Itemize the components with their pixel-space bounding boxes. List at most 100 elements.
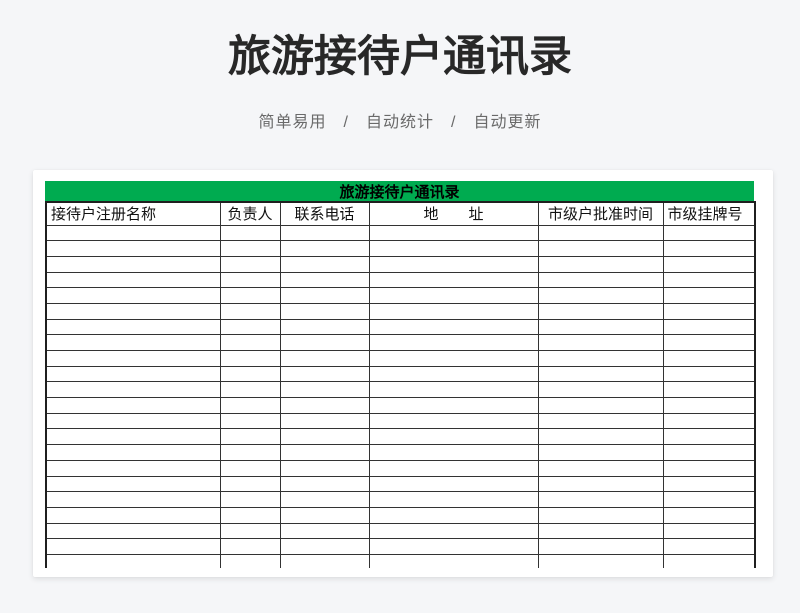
table-cell[interactable] (279, 350, 370, 367)
table-cell[interactable] (368, 381, 539, 399)
table-cell[interactable] (219, 302, 281, 320)
table-cell[interactable] (537, 522, 664, 540)
table-cell[interactable] (219, 444, 281, 461)
table-cell[interactable] (368, 240, 539, 257)
table-cell[interactable] (537, 271, 664, 289)
table-cell[interactable] (45, 506, 221, 524)
table-cell[interactable] (219, 350, 281, 367)
table-cell[interactable] (279, 553, 370, 568)
table-cell[interactable] (662, 381, 756, 399)
table-cell[interactable] (537, 224, 664, 242)
table-cell[interactable] (45, 491, 221, 508)
table-cell[interactable] (279, 491, 370, 508)
table-cell[interactable] (45, 397, 221, 414)
table-cell[interactable] (219, 522, 281, 540)
table-cell[interactable] (537, 302, 664, 320)
table-cell[interactable] (368, 397, 539, 414)
table-cell[interactable] (219, 475, 281, 493)
table-cell[interactable] (662, 302, 756, 320)
table-cell[interactable] (662, 287, 756, 304)
table-cell[interactable] (368, 444, 539, 461)
table-cell[interactable] (279, 255, 370, 273)
table-cell[interactable] (662, 506, 756, 524)
table-cell[interactable] (662, 522, 756, 540)
table-cell[interactable] (45, 318, 221, 336)
table-cell[interactable] (279, 224, 370, 242)
table-cell[interactable] (537, 428, 664, 446)
table-cell[interactable] (279, 444, 370, 461)
table-cell[interactable] (537, 350, 664, 367)
table-cell[interactable] (279, 506, 370, 524)
table-cell[interactable] (279, 397, 370, 414)
table-cell[interactable] (219, 506, 281, 524)
table-cell[interactable] (537, 255, 664, 273)
table-cell[interactable] (45, 255, 221, 273)
table-cell[interactable] (368, 318, 539, 336)
table-cell[interactable] (537, 491, 664, 508)
table-cell[interactable] (45, 224, 221, 242)
table-cell[interactable] (219, 412, 281, 430)
table-cell[interactable] (45, 365, 221, 383)
table-cell[interactable] (219, 255, 281, 273)
table-cell[interactable] (368, 459, 539, 477)
table-cell[interactable] (537, 334, 664, 351)
table-cell[interactable] (45, 444, 221, 461)
table-cell[interactable] (279, 334, 370, 351)
table-cell[interactable] (45, 428, 221, 446)
table-cell[interactable] (279, 522, 370, 540)
table-cell[interactable] (279, 428, 370, 446)
table-cell[interactable] (368, 224, 539, 242)
table-cell[interactable] (537, 459, 664, 477)
table-cell[interactable] (45, 287, 221, 304)
table-cell[interactable] (368, 412, 539, 430)
table-cell[interactable] (537, 553, 664, 568)
table-cell[interactable] (662, 491, 756, 508)
table-cell[interactable] (219, 224, 281, 242)
table-cell[interactable] (537, 444, 664, 461)
table-cell[interactable] (662, 475, 756, 493)
table-cell[interactable] (368, 522, 539, 540)
table-cell[interactable] (368, 287, 539, 304)
table-cell[interactable] (45, 334, 221, 351)
table-cell[interactable] (219, 553, 281, 568)
table-cell[interactable] (219, 428, 281, 446)
table-cell[interactable] (219, 397, 281, 414)
table-cell[interactable] (45, 381, 221, 399)
table-cell[interactable] (662, 255, 756, 273)
table-cell[interactable] (279, 381, 370, 399)
table-cell[interactable] (537, 240, 664, 257)
table-cell[interactable] (45, 538, 221, 555)
table-cell[interactable] (662, 538, 756, 555)
table-cell[interactable] (279, 271, 370, 289)
table-cell[interactable] (45, 412, 221, 430)
table-cell[interactable] (219, 240, 281, 257)
table-cell[interactable] (279, 318, 370, 336)
table-cell[interactable] (219, 365, 281, 383)
table-cell[interactable] (279, 302, 370, 320)
table-cell[interactable] (368, 365, 539, 383)
table-cell[interactable] (219, 459, 281, 477)
table-cell[interactable] (45, 475, 221, 493)
table-cell[interactable] (662, 350, 756, 367)
table-cell[interactable] (45, 459, 221, 477)
table-cell[interactable] (279, 365, 370, 383)
table-cell[interactable] (45, 240, 221, 257)
table-cell[interactable] (662, 334, 756, 351)
table-cell[interactable] (45, 522, 221, 540)
table-cell[interactable] (662, 365, 756, 383)
table-cell[interactable] (537, 475, 664, 493)
table-cell[interactable] (45, 350, 221, 367)
table-cell[interactable] (219, 538, 281, 555)
table-cell[interactable] (368, 428, 539, 446)
table-cell[interactable] (368, 538, 539, 555)
table-cell[interactable] (368, 475, 539, 493)
table-cell[interactable] (279, 538, 370, 555)
table-cell[interactable] (219, 334, 281, 351)
table-cell[interactable] (662, 459, 756, 477)
table-cell[interactable] (537, 287, 664, 304)
table-cell[interactable] (368, 334, 539, 351)
table-cell[interactable] (662, 428, 756, 446)
table-cell[interactable] (219, 491, 281, 508)
table-cell[interactable] (45, 553, 221, 568)
table-cell[interactable] (537, 365, 664, 383)
